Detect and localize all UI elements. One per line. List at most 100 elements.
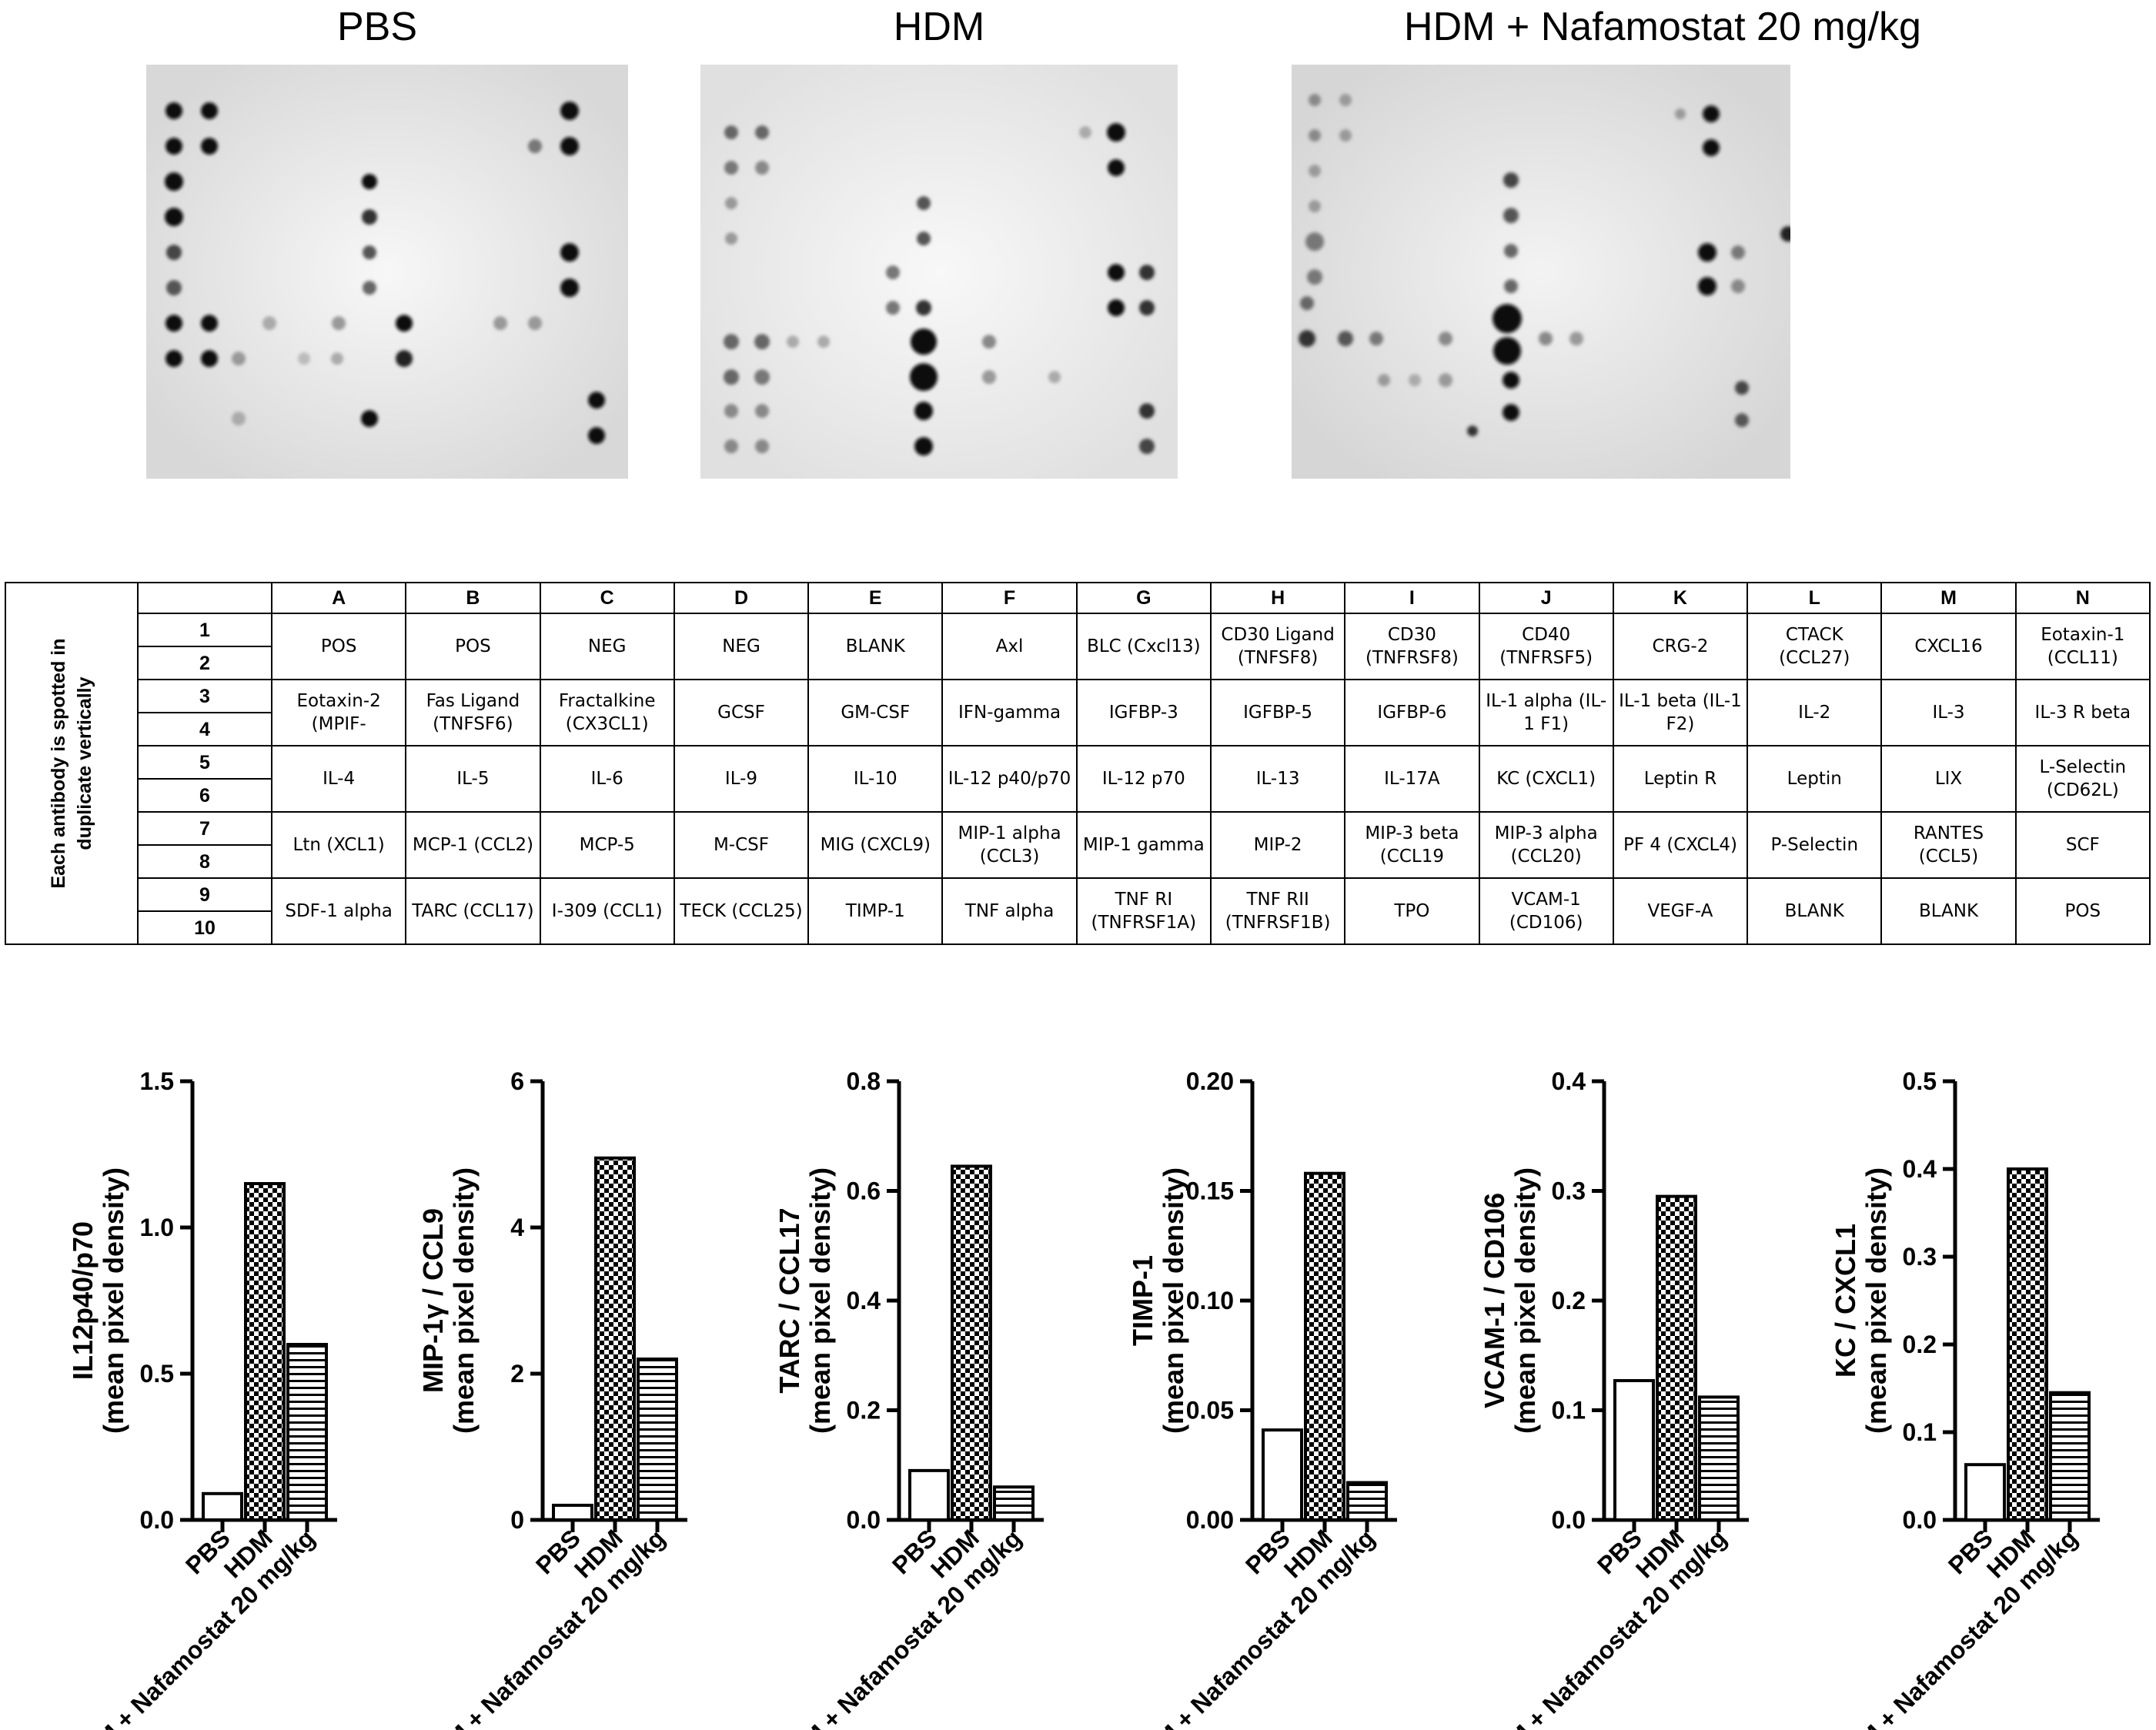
column-header: K [1612,582,1749,614]
antibody-cell: KC (CXCL1) [1478,745,1614,813]
antibody-cell: Eotaxin-1 (CCL11) [2014,613,2151,680]
antibody-cell: Fas Ligand (TNFSF6) [405,679,541,746]
antibody-cell: IGFBP-6 [1344,679,1480,746]
y-tick-label: 0.0 [847,1506,881,1534]
y-axis-label-units: (mean pixel density) [804,1167,836,1434]
column-header: D [673,582,810,614]
chart-svg: 0.0 0.2 0.4 0.6 0.8 TARC / CCL17 (mean pixel d… [773,1067,1044,1730]
chart-kc-cxcl1: 0.0 0.1 0.2 0.3 0.4 0.5 KC / CXCL1 (mean pixel … [1763,1054,2109,1730]
row-number: 10 [137,910,272,945]
antibody-cell: POS [270,613,407,680]
chart-timp-1: 0.00 0.05 0.10 0.15 0.20 TIMP-1 (mean pixel de… [1060,1054,1406,1730]
y-axis-label-units: (mean pixel density) [1509,1167,1541,1434]
bar [594,1156,636,1521]
antibody-array-table: Each antibody is spotted in duplicate ve… [5,582,2151,945]
antibody-cell: TNF RII (TNFRSF1B) [1209,877,1346,945]
y-axis-label-units: (mean pixel density) [448,1167,480,1434]
antibody-cell: Leptin [1747,745,1883,813]
bar [1262,1428,1303,1521]
antibody-cell: IL-6 [539,745,675,813]
y-axis-label: VCAM-1 / CD106 [1479,1193,1510,1408]
column-header: E [807,582,944,614]
antibody-cell: PF 4 (CXCL4) [1612,811,1749,879]
y-tick-label: 0.0 [1903,1506,1937,1534]
y-tick-label: 0.6 [847,1177,881,1205]
row-number: 7 [137,811,272,846]
antibody-cell: TARC (CCL17) [405,877,541,945]
antibody-cell: IGFBP-5 [1209,679,1346,746]
blot-image-hdm-nafamostat-svg [1292,65,1790,479]
antibody-cell: Leptin R [1612,745,1749,813]
antibody-cell: MIG (CXCL9) [807,811,944,879]
y-tick-label: 0.05 [1186,1397,1234,1424]
y-tick-label: 0.20 [1186,1067,1234,1095]
antibody-cell: VCAM-1 (CD106) [1478,877,1614,945]
column-header: J [1478,582,1614,614]
y-tick-label: 0.2 [1552,1287,1586,1314]
corner-cell [137,582,272,614]
bar [1698,1395,1740,1521]
antibody-cell: SCF [2014,811,2151,879]
chart-plot: 0.0 0.1 0.2 0.3 0.4 0.5 KC / CXCL1 (mean pixel … [1829,1067,2100,1730]
antibody-cell: IL-12 p40/p70 [941,745,1078,813]
antibody-cell: TIMP-1 [807,877,944,945]
table-header-row: Each antibody is spotted in duplicate ve… [5,582,2151,945]
y-axis-label: MIP-1γ / CCL9 [417,1208,449,1393]
antibody-cell: MIP-3 beta (CCL19 [1344,811,1480,879]
chart-mip1g-ccl9: 0 2 4 6 MIP-1γ / CCL9 (mean pixel density) PBS… [350,1054,697,1730]
y-tick-label: 0.5 [1903,1067,1937,1095]
y-axis-label: TARC / CCL17 [774,1207,805,1393]
side-label-cell: Each antibody is spotted in duplicate ve… [5,582,139,945]
bar [1613,1379,1655,1521]
chart-svg: 0.0 0.5 1.0 1.5 IL12p40/p70 (mean pixel densi… [66,1067,337,1730]
antibody-cell: TNF alpha [941,877,1078,945]
y-tick-label: 0.0 [140,1506,174,1534]
blot-image-hdm-nafamostat [1292,65,1790,479]
antibody-cell: NEG [673,613,810,680]
y-tick-label: 0.5 [140,1360,174,1388]
column-header: B [405,582,541,614]
y-tick-label: 0.2 [847,1397,881,1424]
chart-svg: 0.0 0.1 0.2 0.3 0.4 VCAM-1 / CD106 (mean pixel… [1478,1067,1749,1730]
bar [951,1164,992,1521]
y-tick-label: 0.0 [1552,1506,1586,1534]
antibody-cell: RANTES (CCL5) [1880,811,2017,879]
row-number: 6 [137,778,272,813]
y-axis-label: IL12p40/p70 [67,1221,99,1380]
y-tick-label: 6 [510,1067,524,1095]
y-axis-label-units: (mean pixel density) [98,1167,129,1434]
blot-image-hdm [700,65,1178,479]
row-number: 3 [137,679,272,713]
antibody-cell: Ltn (XCL1) [270,811,407,879]
chart-plot: 0.00 0.05 0.10 0.15 0.20 TIMP-1 (mean pixel de… [1126,1067,1397,1730]
antibody-cell: MCP-1 (CCL2) [405,811,541,879]
antibody-cell: LIX [1880,745,2017,813]
y-tick-label: 0.4 [847,1287,881,1314]
blot-image-hdm-svg [700,65,1178,479]
chart-svg: 0.00 0.05 0.10 0.15 0.20 TIMP-1 (mean pixel de… [1126,1067,1397,1730]
table-row: 3 Eotaxin-2 (MPIF- Fas Ligand (TNFSF6) Frac… [5,679,2151,746]
table-row: 10 [5,910,2150,945]
antibody-cell: L-Selectin (CD62L) [2014,745,2151,813]
bar [2007,1167,2048,1521]
antibody-cell: POS [405,613,541,680]
column-header: C [539,582,675,614]
y-tick-label: 0.2 [1903,1331,1937,1358]
bar [1656,1194,1697,1521]
y-tick-label: 4 [510,1214,524,1241]
antibody-cell: IL-1 beta (IL-1 F2) [1612,679,1749,746]
column-header: G [1075,582,1212,614]
antibody-cell: IL-4 [270,745,407,813]
antibody-cell: VEGF-A [1612,877,1749,945]
y-tick-label: 2 [510,1360,524,1388]
antibody-cell: TPO [1344,877,1480,945]
antibody-cell: SDF-1 alpha [270,877,407,945]
table-row: 5 IL-4 IL-5 IL-6 IL-9 IL-10 IL-12 p40/p70 IL-12… [5,745,2151,813]
y-tick-label: 0 [510,1506,524,1534]
antibody-cell: CTACK (CCL27) [1747,613,1883,680]
column-header: L [1747,582,1883,614]
antibody-cell: BLANK [807,613,944,680]
y-tick-label: 0.4 [1552,1067,1586,1095]
chart-svg: 0.0 0.1 0.2 0.3 0.4 0.5 KC / CXCL1 (mean pixel … [1829,1067,2100,1730]
bar [2049,1391,2091,1522]
